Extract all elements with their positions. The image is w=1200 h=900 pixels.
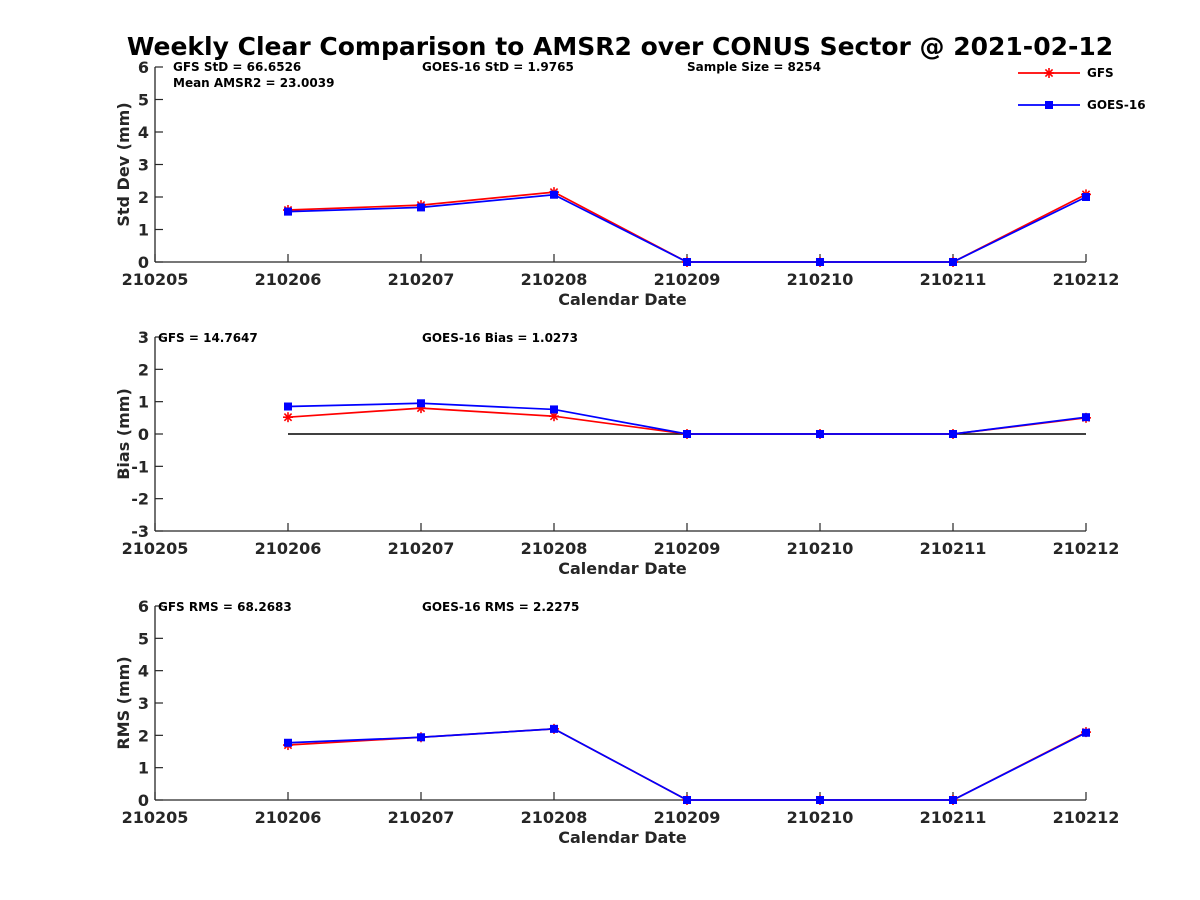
- stat-annotation: GOES-16 Bias = 1.0273: [422, 331, 578, 345]
- stat-annotation: GOES-16 RMS = 2.2275: [422, 600, 579, 614]
- data-point-goes-16: [816, 796, 824, 804]
- x-tick-label: 210207: [388, 270, 455, 289]
- y-tick-label: 1: [138, 759, 149, 778]
- data-point-goes-16: [550, 190, 558, 199]
- panel-2: -3 -2 -1 0 1 2 3 210205 210206 210207 210208 210209…: [114, 328, 1119, 578]
- figure-title: Weekly Clear Comparison to AMSR2 over CO…: [127, 32, 1113, 61]
- x-tick-label: 210205: [122, 539, 189, 558]
- data-point-goes-16: [417, 399, 425, 408]
- panel-1: 0 1 2 3 4 5 6 210205 210206 210207 210208 210209 210…: [114, 58, 1119, 309]
- data-point-goes-16: [1082, 193, 1090, 201]
- x-tick-label: 210206: [255, 539, 322, 558]
- panel-3: 0 1 2 3 4 5 6 210205 210206 210207 210208 210209 210…: [114, 597, 1119, 847]
- y-tick-label: 2: [138, 726, 149, 745]
- x-tick-label: 210206: [255, 270, 322, 289]
- x-tick-label: 210206: [255, 808, 322, 827]
- stat-annotation: GOES-16 StD = 1.9765: [422, 60, 574, 74]
- x-tick-label: 210209: [654, 270, 721, 289]
- x-tick-label: 210209: [654, 539, 721, 558]
- y-tick-label: 5: [138, 91, 149, 110]
- y-tick-label: 6: [138, 597, 149, 616]
- y-tick-label: 4: [138, 662, 149, 681]
- y-tick-label: -1: [131, 457, 149, 476]
- x-tick-label: 210205: [122, 270, 189, 289]
- stat-annotation: Sample Size = 8254: [687, 60, 821, 74]
- data-point-goes-16: [1082, 413, 1090, 422]
- x-tick-label: 210207: [388, 539, 455, 558]
- x-tick-label: 210210: [787, 539, 854, 558]
- legend-item-gfs: GFS: [1018, 66, 1114, 80]
- legend-label: GOES-16: [1087, 98, 1146, 112]
- y-tick-label: -3: [131, 522, 149, 541]
- x-tick-label: 210207: [388, 808, 455, 827]
- y-tick-label: 3: [138, 328, 149, 347]
- stat-annotation: Mean AMSR2 = 23.0039: [173, 76, 334, 90]
- y-tick-label: 3: [138, 694, 149, 713]
- x-axis-label: Calendar Date: [558, 290, 687, 309]
- data-point-goes-16: [284, 402, 292, 411]
- data-point-goes-16: [816, 430, 824, 438]
- y-tick-label: 3: [138, 156, 149, 175]
- data-point-goes-16: [550, 724, 558, 733]
- y-tick-label: 1: [138, 221, 149, 240]
- data-point-goes-16: [417, 203, 425, 212]
- data-point-goes-16: [816, 258, 824, 266]
- y-axis-label: Bias (mm): [114, 388, 133, 480]
- data-point-goes-16: [683, 430, 691, 438]
- data-point-gfs: [283, 412, 293, 423]
- data-point-goes-16: [949, 258, 957, 266]
- y-tick-label: 4: [138, 123, 149, 142]
- x-tick-label: 210210: [787, 270, 854, 289]
- x-tick-label: 210208: [521, 270, 588, 289]
- x-tick-label: 210212: [1053, 808, 1120, 827]
- x-tick-label: 210208: [521, 808, 588, 827]
- legend-marker: [1045, 101, 1053, 109]
- legend: GFS GOES-16: [1018, 66, 1146, 112]
- x-tick-label: 210205: [122, 808, 189, 827]
- data-point-goes-16: [949, 430, 957, 438]
- x-tick-label: 210211: [920, 539, 987, 558]
- data-point-goes-16: [284, 738, 292, 747]
- stat-annotation: GFS RMS = 68.2683: [158, 600, 292, 614]
- x-tick-label: 210211: [920, 808, 987, 827]
- y-tick-label: 0: [138, 253, 149, 272]
- y-tick-label: 0: [138, 791, 149, 810]
- x-tick-label: 210210: [787, 808, 854, 827]
- x-axis-label: Calendar Date: [558, 559, 687, 578]
- y-tick-label: 6: [138, 58, 149, 77]
- x-tick-label: 210209: [654, 808, 721, 827]
- x-tick-label: 210208: [521, 539, 588, 558]
- data-point-goes-16: [683, 796, 691, 804]
- y-axis-label: Std Dev (mm): [114, 102, 133, 226]
- y-tick-label: -2: [131, 490, 149, 509]
- y-tick-label: 2: [138, 188, 149, 207]
- x-tick-label: 210211: [920, 270, 987, 289]
- data-point-goes-16: [417, 733, 425, 742]
- data-point-goes-16: [683, 258, 691, 266]
- x-tick-label: 210212: [1053, 270, 1120, 289]
- legend-label: GFS: [1087, 66, 1114, 80]
- y-tick-label: 2: [138, 360, 149, 379]
- x-tick-label: 210212: [1053, 539, 1120, 558]
- x-axis-label: Calendar Date: [558, 828, 687, 847]
- stat-annotation: GFS StD = 66.6526: [173, 60, 301, 74]
- data-point-goes-16: [550, 405, 558, 414]
- y-axis-label: RMS (mm): [114, 656, 133, 749]
- legend-item-goes-16: GOES-16: [1018, 98, 1146, 112]
- data-point-goes-16: [284, 207, 292, 216]
- y-tick-label: 5: [138, 629, 149, 648]
- y-tick-label: 1: [138, 393, 149, 412]
- stat-annotation: GFS = 14.7647: [158, 331, 258, 345]
- data-point-goes-16: [949, 796, 957, 804]
- data-point-goes-16: [1082, 728, 1090, 737]
- y-tick-label: 0: [138, 425, 149, 444]
- legend-marker: [1044, 68, 1054, 78]
